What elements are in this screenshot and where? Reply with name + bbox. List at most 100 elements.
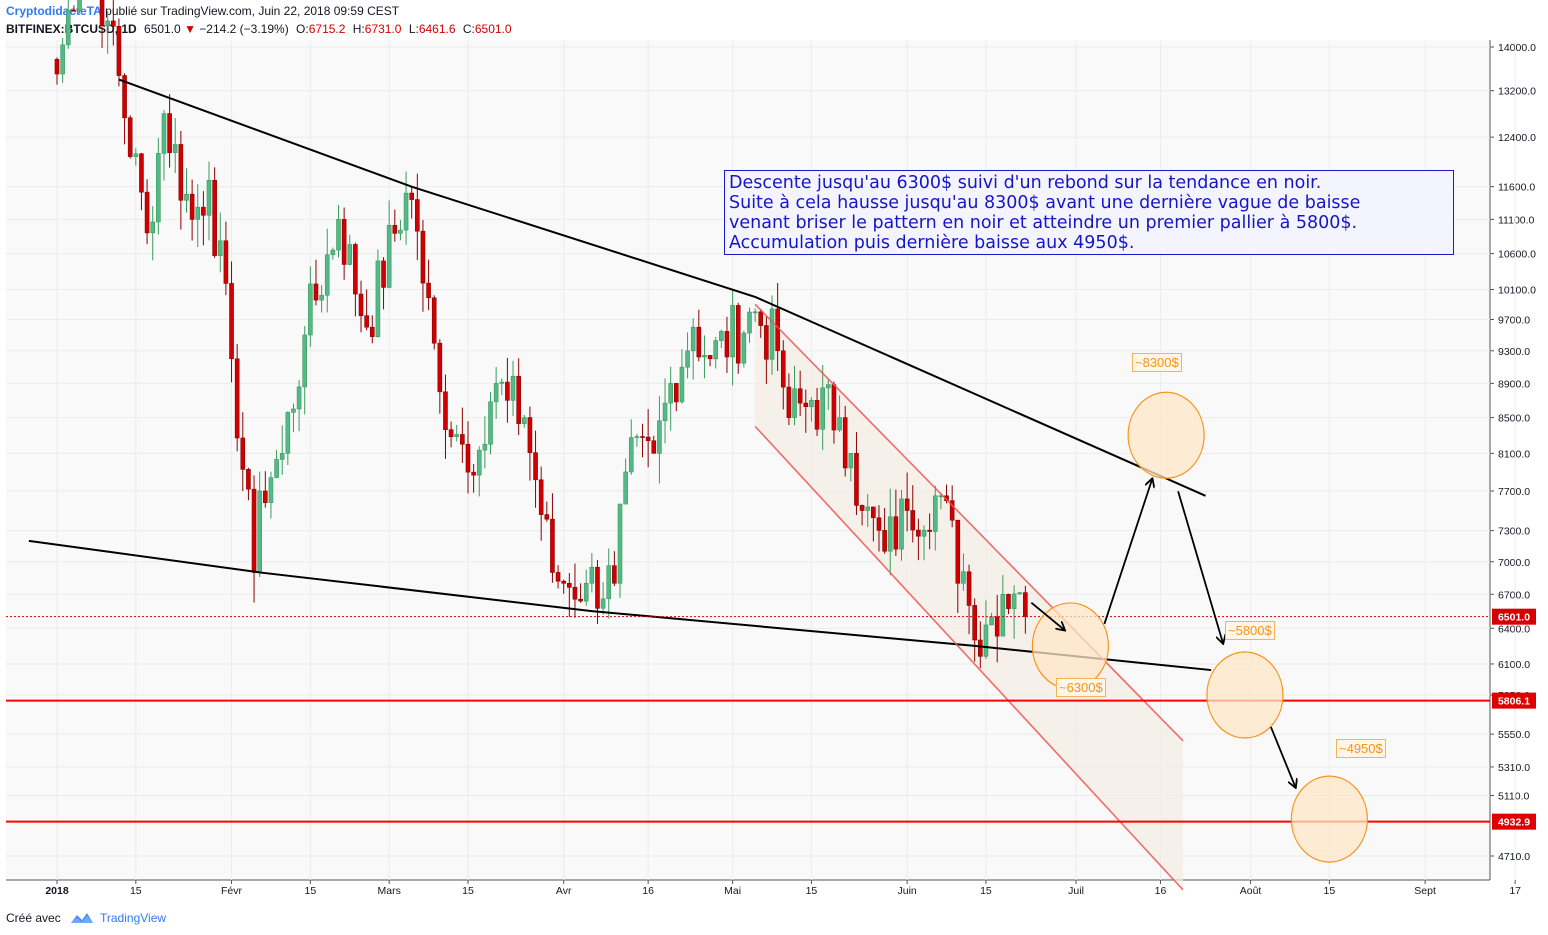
tradingview-logo-icon[interactable] bbox=[70, 910, 94, 926]
candle-down bbox=[313, 259, 319, 306]
candle-up bbox=[899, 490, 904, 561]
candle-body bbox=[916, 529, 921, 537]
candle-down bbox=[364, 289, 369, 331]
candle-body bbox=[65, 10, 71, 46]
candle-body bbox=[668, 383, 673, 404]
candle-body bbox=[488, 401, 493, 445]
time-tick-label: 15 bbox=[305, 885, 317, 897]
price-tick-label: 14000.0 bbox=[1498, 42, 1536, 54]
candle-body bbox=[471, 471, 476, 476]
candle-body bbox=[724, 331, 730, 358]
candle-body bbox=[792, 388, 797, 418]
price-tick-label: 5550.0 bbox=[1498, 729, 1530, 741]
candle-body bbox=[482, 443, 488, 451]
candle-down bbox=[527, 406, 533, 481]
candle-up bbox=[308, 266, 313, 347]
candle-body bbox=[415, 199, 420, 232]
candle-up bbox=[206, 161, 212, 241]
candle-down bbox=[538, 466, 544, 541]
candle-down bbox=[764, 316, 769, 384]
note-line-1: Descente jusqu'au 6300$ suivi d'un rebon… bbox=[729, 173, 1322, 193]
published-text: publié sur TradingView.com, Juin 22, 201… bbox=[105, 4, 400, 18]
candle-body bbox=[150, 221, 156, 234]
candle-up bbox=[488, 391, 493, 455]
target-label-5800[interactable]: ~5800$ bbox=[1225, 621, 1275, 640]
price-tick-label: 11600.0 bbox=[1498, 182, 1535, 194]
candle-up bbox=[617, 503, 623, 598]
candle-down bbox=[550, 493, 555, 583]
candle-down bbox=[978, 621, 983, 669]
footer-brand[interactable]: TradingView bbox=[100, 911, 167, 925]
target-label-8300[interactable]: ~8300$ bbox=[1132, 353, 1182, 372]
candle-body bbox=[921, 529, 927, 537]
price-tick-label: 8100.0 bbox=[1498, 448, 1530, 460]
price-chart[interactable]: 14000.0 13200.0 12400.0 11600.0 11100.0 10600… bbox=[0, 0, 1548, 902]
candle-body bbox=[291, 408, 296, 413]
candle-up bbox=[156, 137, 161, 235]
candle-body bbox=[786, 386, 792, 418]
last-price: 6501.0 bbox=[144, 22, 181, 36]
candle-body bbox=[122, 75, 127, 119]
candle-body bbox=[189, 193, 195, 220]
candle-up bbox=[600, 582, 606, 615]
projection-circle bbox=[1290, 775, 1368, 863]
candle-down bbox=[780, 340, 786, 410]
candle-body bbox=[116, 26, 122, 76]
candle-up bbox=[719, 329, 724, 349]
candle-body bbox=[617, 503, 623, 584]
candle-body bbox=[871, 506, 876, 519]
candle-body bbox=[268, 477, 274, 503]
candle-down bbox=[465, 421, 471, 494]
target-label-6300[interactable]: ~6300$ bbox=[1056, 678, 1106, 697]
candle-body bbox=[978, 639, 983, 657]
down-arrow-icon: ▼ bbox=[184, 22, 196, 36]
candle-down bbox=[167, 94, 172, 168]
candle-up bbox=[634, 433, 640, 447]
candle-body bbox=[296, 386, 302, 410]
candle-body bbox=[932, 495, 938, 532]
candle-up bbox=[279, 425, 285, 475]
candle-down bbox=[797, 370, 803, 417]
price-tick-label: 10600.0 bbox=[1498, 249, 1536, 261]
candle-up bbox=[184, 168, 189, 213]
candle-down bbox=[803, 389, 809, 433]
candle-body bbox=[747, 311, 752, 334]
candle-body bbox=[240, 437, 246, 470]
candle-up bbox=[105, 10, 110, 54]
candle-body bbox=[460, 434, 465, 445]
candle-body bbox=[657, 420, 662, 454]
time-tick-label: Mai bbox=[724, 885, 741, 897]
candle-down bbox=[111, 0, 116, 46]
candle-up bbox=[499, 378, 505, 396]
candle-down bbox=[139, 152, 144, 211]
candle-body bbox=[949, 500, 955, 521]
candle-body bbox=[685, 350, 690, 368]
candle-up bbox=[77, 0, 82, 14]
candle-down bbox=[431, 295, 437, 350]
time-tick-label: Avr bbox=[556, 885, 572, 897]
candle-body bbox=[285, 412, 291, 454]
time-tick-label: 15 bbox=[980, 885, 992, 897]
target-label-4950[interactable]: ~4950$ bbox=[1336, 739, 1386, 758]
candle-body bbox=[572, 587, 578, 600]
candle-body bbox=[111, 20, 116, 27]
candle-body bbox=[561, 580, 567, 584]
candle-up bbox=[1017, 592, 1023, 595]
candle-down bbox=[420, 219, 426, 312]
candle-body bbox=[184, 193, 189, 201]
candle-body bbox=[274, 459, 279, 478]
open-label: O: bbox=[296, 22, 309, 36]
candle-down bbox=[724, 316, 730, 373]
candle-body bbox=[651, 440, 657, 454]
candle-up bbox=[628, 419, 634, 475]
candle-body bbox=[223, 240, 229, 284]
candle-body bbox=[1000, 593, 1006, 637]
candle-down bbox=[189, 179, 195, 241]
projection-arrow bbox=[1030, 601, 1064, 630]
candle-body bbox=[583, 582, 589, 602]
candle-up bbox=[217, 212, 223, 273]
analysis-note[interactable]: Descente jusqu'au 6300$ suivi d'un rebon… bbox=[724, 170, 1454, 255]
low-value: 6461.6 bbox=[418, 22, 456, 36]
candle-down bbox=[893, 489, 899, 556]
candle-up bbox=[150, 206, 156, 261]
